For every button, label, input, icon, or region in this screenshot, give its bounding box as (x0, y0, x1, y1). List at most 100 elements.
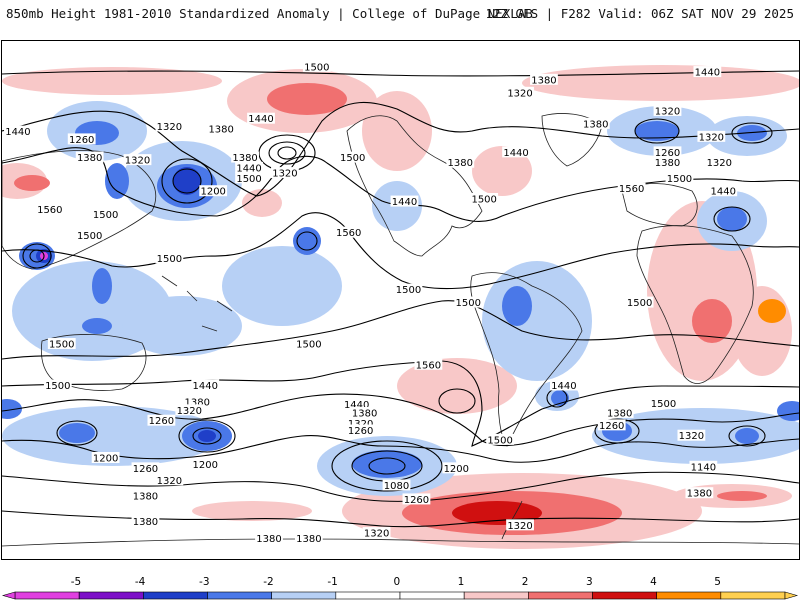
contour-label-background (199, 185, 228, 197)
contour-label: 1500 (651, 399, 676, 410)
colorbar-tick-label: 5 (714, 576, 721, 588)
contour-label: 1380 (296, 534, 321, 545)
height-contour (2, 70, 799, 77)
contour-label-background (685, 487, 714, 499)
contour-label-background (207, 123, 236, 135)
contour-label-background (597, 419, 626, 431)
contour-label: 1560 (619, 184, 644, 195)
colorbar-segment (528, 591, 593, 600)
contour-label-background (605, 406, 634, 418)
colorbar-tick-label: -1 (327, 576, 337, 588)
contour-label: 1380 (256, 534, 281, 545)
contour-label-background (35, 203, 64, 215)
height-contour (2, 471, 799, 502)
height-contour (2, 300, 799, 360)
colorbar-tick-label: -5 (71, 576, 81, 588)
contour-label-background (183, 396, 212, 408)
contour-label: 1560 (37, 205, 62, 216)
contour-label: 1500 (396, 285, 421, 296)
contour-label: 1440 (392, 197, 417, 208)
contour-label-background (75, 229, 104, 241)
contour-label: 1380 (607, 408, 632, 419)
height-contour (2, 212, 799, 290)
negative-anomaly-region (105, 163, 129, 199)
positive-anomaly-region (732, 286, 792, 376)
contour-label: 1380 (531, 75, 556, 86)
contour-label-background (155, 474, 184, 486)
contour-label-background (175, 404, 204, 416)
negative-anomaly-region (635, 121, 679, 141)
contour-label: 1260 (599, 421, 624, 432)
height-contour (2, 360, 799, 447)
contour-label: 1440 (193, 381, 218, 392)
contour-label-background (689, 460, 718, 472)
coastline-africa (636, 225, 754, 384)
contour-label: 1380 (185, 398, 210, 409)
contour-label: 1200 (200, 187, 225, 198)
contour-label: 1500 (471, 194, 496, 205)
colorbar-tick-label: 2 (522, 576, 529, 588)
contour-label-background (549, 379, 578, 391)
colorbar-tick-label: 4 (650, 576, 657, 588)
contour-label: 1380 (77, 153, 102, 164)
negative-anomaly-region (173, 167, 201, 195)
contour-label: 1260 (655, 148, 680, 159)
contour-label-background (4, 125, 32, 137)
contour-label-background (131, 489, 160, 501)
colorbar-segment (463, 591, 529, 600)
contour-label-background (271, 167, 299, 179)
contour-label-background (617, 182, 646, 194)
contour-label: 1380 (232, 153, 257, 164)
negative-anomaly-region (352, 450, 422, 478)
colorbar-tick-label: 3 (586, 576, 593, 588)
height-contour (2, 435, 799, 463)
contour-label-background (530, 73, 558, 85)
colorbar-ticks: -5 -4 -3 -2 -1 0 1 2 3 4 5 (71, 576, 721, 588)
height-contour-closed (172, 168, 202, 194)
contour-label-background (649, 397, 678, 409)
height-contour-closed (258, 134, 316, 172)
colorbar-tick-label: -2 (263, 576, 273, 588)
contour-label: 1380 (352, 408, 377, 419)
contour-label: 1500 (304, 62, 329, 73)
contour-label: 1440 (551, 381, 576, 392)
contour-label: 1260 (149, 416, 174, 427)
contour-label-background (506, 86, 534, 98)
contour-label: 1440 (344, 400, 369, 411)
negative-anomaly-region (82, 318, 112, 334)
contour-label-background (91, 208, 120, 220)
contour-label: 1260 (348, 426, 373, 437)
contour-label-background (131, 462, 160, 474)
contour-label: 1500 (456, 298, 481, 309)
colorbar-segment (399, 591, 465, 600)
contour-label: 1500 (487, 435, 512, 446)
contour-label: 1500 (93, 210, 118, 221)
contour-label-background (235, 172, 263, 184)
height-contour-closed (594, 418, 640, 444)
positive-anomaly-region (14, 175, 50, 191)
positive-anomaly-region (397, 358, 517, 414)
contour-label-background (362, 527, 391, 539)
positive-anomaly-region (472, 146, 532, 196)
height-contour-closed (192, 427, 222, 445)
height-contour-closed (296, 231, 318, 251)
negative-anomaly-region (482, 261, 592, 381)
contour-label: 1260 (404, 495, 429, 506)
contour-label: 1200 (93, 453, 118, 464)
colorbar-tick-label: 1 (458, 576, 465, 588)
contour-label: 1320 (364, 529, 389, 540)
negative-anomaly-region (502, 286, 532, 326)
colorbar-segments (1, 591, 799, 600)
positive-anomaly-region (192, 501, 312, 521)
contour-label-background (231, 151, 259, 163)
negative-anomaly-region (198, 430, 216, 442)
contour-label: 1500 (157, 254, 182, 265)
coastline-south-america (470, 272, 583, 447)
contour-label-background (581, 117, 610, 129)
contour-label: 1320 (655, 106, 680, 117)
colorbar-segment (720, 591, 786, 600)
contour-label: 1320 (679, 431, 704, 442)
contour-label: 1260 (69, 135, 94, 146)
contour-label-background (697, 130, 726, 142)
height-contour-closed (368, 457, 406, 475)
